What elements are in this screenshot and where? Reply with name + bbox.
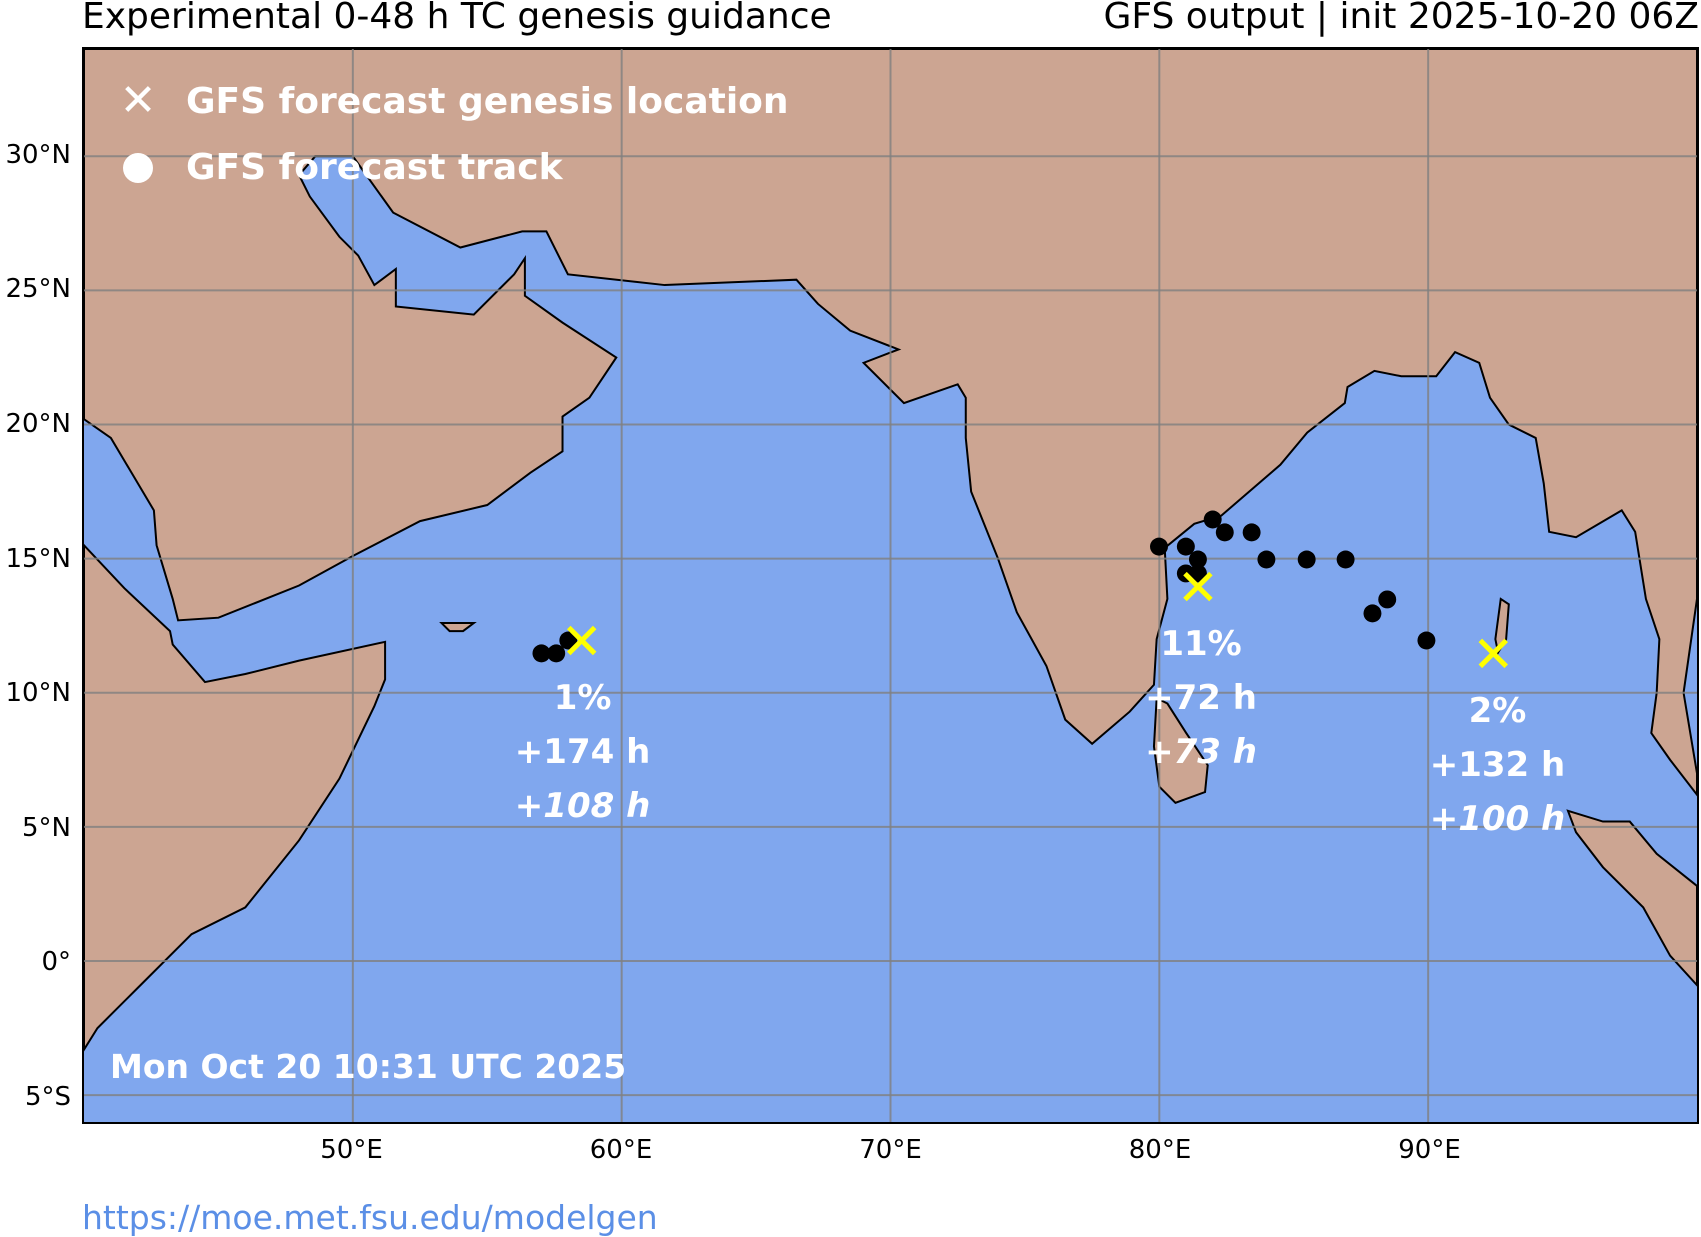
track-point [1188, 564, 1207, 583]
genesis-probability: 2% [1468, 690, 1527, 731]
land-sri-lanka [1154, 698, 1208, 803]
track-point [1215, 523, 1234, 542]
legend-genesis: ✕ GFS forecast genesis location [114, 79, 789, 123]
genesis-probability: 11% [1160, 623, 1242, 664]
latitude-tick-label: 20°N [5, 408, 71, 439]
longitude-tick-label: 90°E [1398, 1135, 1461, 1165]
genesis-lead-time-alt: +100 h [1429, 798, 1566, 839]
track-point [532, 644, 551, 663]
genesis-lead-time: +174 h [514, 731, 651, 772]
map-title: Experimental 0-48 h TC genesis guidance [82, 0, 832, 37]
latitude-tick-label: 5°N [22, 812, 71, 843]
timestamp: Mon Oct 20 10:31 UTC 2025 [110, 1047, 627, 1086]
land-socotra [442, 623, 474, 631]
legend-genesis-label: GFS forecast genesis location [186, 80, 789, 122]
track-point [1336, 550, 1355, 569]
genesis-lead-time: +72 h [1145, 677, 1257, 718]
latitude-tick-label: 30°N [5, 139, 71, 170]
track-point [1150, 537, 1168, 556]
legend-track: GFS forecast track [114, 147, 563, 188]
track-point [1363, 604, 1382, 623]
forecast-overlay [532, 510, 1508, 669]
track-point [1297, 550, 1316, 569]
track-point [1417, 631, 1436, 650]
track-point [1176, 537, 1195, 556]
track-point [1242, 523, 1261, 542]
latitude-tick-label: 10°N [5, 678, 71, 709]
longitude-tick-label: 60°E [589, 1135, 653, 1165]
dot-marker-icon [123, 152, 153, 183]
longitude-tick-label: 50°E [320, 1135, 383, 1165]
gridlines [84, 49, 1697, 1122]
track-point [559, 631, 578, 650]
genesis-probability: 1% [553, 677, 612, 718]
genesis-lead-time-alt: +108 h [514, 785, 651, 826]
track-point [1188, 550, 1207, 569]
map-panel: ✕ GFS forecast genesis location GFS fore… [82, 47, 1699, 1124]
track-point [547, 644, 566, 663]
latitude-tick-label: 25°N [5, 274, 71, 305]
genesis-lead-time: +132 h [1429, 744, 1566, 785]
longitude-tick-label: 80°E [1128, 1135, 1192, 1165]
legend-track-label: GFS forecast track [186, 147, 563, 188]
track-point [1257, 550, 1276, 569]
model-init-label: GFS output | init 2025-10-20 06Z [1103, 0, 1699, 37]
genesis-x-marker [1478, 638, 1508, 669]
land-asia [84, 49, 1697, 795]
land-sumatra [1568, 811, 1697, 985]
genesis-x-marker [1183, 571, 1213, 602]
track-point [1203, 510, 1222, 529]
latitude-tick-label: 5°S [24, 1082, 71, 1113]
latitude-tick-label: 15°N [5, 543, 71, 574]
genesis-lead-time-alt: +73 h [1145, 731, 1257, 772]
source-link[interactable]: https://moe.met.fsu.edu/modelgen [82, 1198, 658, 1237]
latitude-tick-label: 0° [41, 947, 71, 978]
genesis-x-marker [567, 625, 597, 656]
longitude-tick-label: 70°E [859, 1135, 922, 1165]
x-marker-icon: ✕ [119, 75, 157, 126]
track-point [1378, 590, 1397, 609]
basemap [84, 49, 1697, 1122]
